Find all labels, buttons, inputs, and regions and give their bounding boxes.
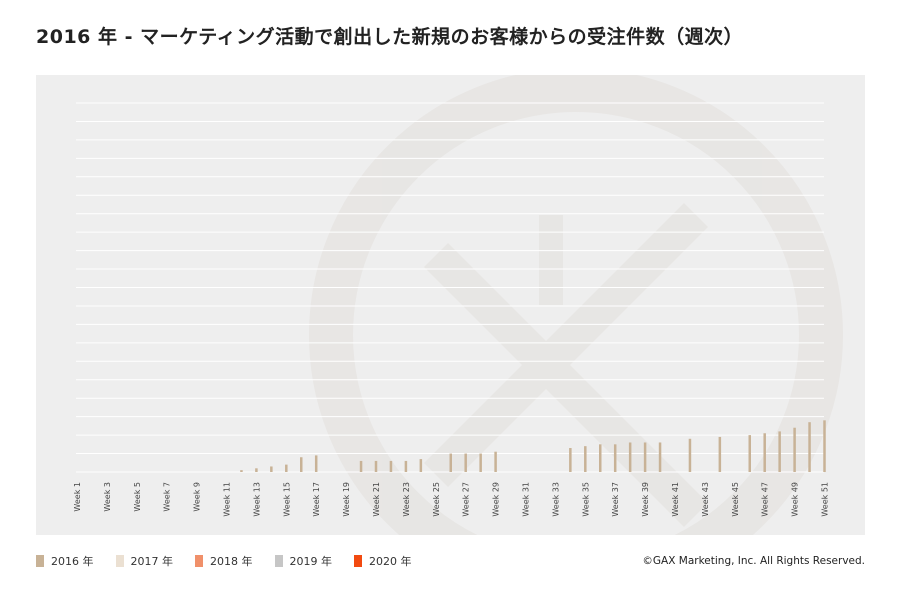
- bar-week-34[interactable]: [569, 448, 572, 472]
- bar-week-36[interactable]: [599, 444, 602, 472]
- legend-swatch-2019: [274, 555, 283, 567]
- x-tick-label: Week 43: [701, 482, 710, 517]
- chart-title: 2016 年 - マーケティング活動で創出した新規のお客様からの受注件数（週次）: [36, 26, 744, 48]
- bar-week-27[interactable]: [464, 453, 467, 472]
- series-2016-bars: [240, 420, 826, 472]
- bar-week-26[interactable]: [449, 453, 453, 472]
- plot-area: Week 1 Week 3 Week 5 Week 7 Week 9 Week 11 Wee…: [36, 75, 865, 535]
- legend-item-2017[interactable]: 2017 年: [115, 553, 174, 569]
- legend-item-2020[interactable]: 2020 年: [354, 553, 412, 569]
- bar-week-13[interactable]: [255, 468, 258, 472]
- bar-week-49[interactable]: [793, 427, 796, 472]
- watermark-logo: [309, 75, 843, 535]
- x-tick-label: Week 17: [312, 482, 321, 517]
- bar-week-51[interactable]: [823, 420, 826, 472]
- bar-week-20[interactable]: [359, 460, 363, 472]
- legend-swatch-2018: [195, 555, 203, 567]
- x-tick-label: Week 27: [462, 482, 471, 517]
- legend: 2016 年 2017 年 2018 年 2019 年 2020 年: [36, 553, 412, 569]
- bar-week-12[interactable]: [240, 470, 243, 472]
- bar-week-50[interactable]: [808, 422, 811, 472]
- x-tick-label: Week 15: [282, 482, 291, 517]
- bar-week-40[interactable]: [658, 442, 662, 472]
- x-axis-tick-labels: Week 1 Week 3 Week 5 Week 7 Week 9 Week 11 Wee…: [73, 482, 830, 517]
- bar-week-15[interactable]: [285, 464, 288, 472]
- x-tick-label: Week 9: [193, 482, 202, 512]
- bar-week-46[interactable]: [748, 435, 752, 472]
- x-tick-label: Week 45: [731, 482, 740, 517]
- legend-label-2020: 2020 年: [369, 555, 412, 568]
- x-tick-label: Week 7: [163, 482, 172, 512]
- x-tick-label: Week 3: [103, 482, 112, 512]
- x-tick-label: Week 13: [252, 482, 261, 517]
- bar-chart: Week 1 Week 3 Week 5 Week 7 Week 9 Week 11 Wee…: [73, 75, 843, 535]
- x-tick-label: Week 19: [342, 482, 351, 517]
- x-tick-label: Week 1: [73, 482, 82, 512]
- legend-item-2019[interactable]: 2019 年: [274, 553, 333, 569]
- bar-week-23[interactable]: [404, 460, 408, 472]
- x-tick-label: Week 11: [223, 482, 232, 517]
- bar-week-38[interactable]: [628, 442, 632, 472]
- bar-week-17[interactable]: [314, 455, 318, 472]
- x-tick-label: Week 25: [432, 482, 441, 517]
- x-tick-label: Week 37: [611, 482, 620, 517]
- legend-label-2016: 2016 年: [51, 555, 94, 568]
- bar-week-39[interactable]: [643, 442, 647, 472]
- legend-swatch-2016: [36, 555, 44, 567]
- legend-label-2017: 2017 年: [130, 555, 174, 568]
- x-tick-label: Week 49: [791, 482, 800, 517]
- x-tick-label: Week 39: [641, 482, 650, 517]
- x-tick-label: Week 31: [522, 482, 531, 517]
- bar-week-42[interactable]: [688, 438, 692, 472]
- x-tick-label: Week 47: [761, 482, 770, 517]
- bar-week-47[interactable]: [763, 433, 766, 472]
- legend-swatch-2017: [115, 555, 124, 567]
- bar-week-28[interactable]: [479, 453, 482, 472]
- bar-week-29[interactable]: [494, 451, 497, 472]
- x-tick-label: Week 23: [402, 482, 411, 517]
- x-tick-label: Week 33: [551, 482, 560, 517]
- x-tick-label: Week 5: [133, 482, 142, 512]
- bar-week-37[interactable]: [613, 444, 617, 472]
- bar-week-16[interactable]: [300, 457, 303, 472]
- bar-week-24[interactable]: [419, 459, 423, 472]
- bar-week-22[interactable]: [389, 460, 393, 472]
- legend-label-2019: 2019 年: [289, 555, 333, 568]
- x-tick-label: Week 21: [372, 482, 381, 517]
- x-tick-label: Week 51: [821, 482, 830, 517]
- x-tick-label: Week 41: [671, 482, 680, 517]
- legend-swatch-2020: [354, 555, 362, 567]
- x-tick-label: Week 29: [492, 482, 501, 517]
- copyright-notice: ©GAX Marketing, Inc. All Rights Reserved…: [642, 555, 865, 567]
- bar-week-21[interactable]: [374, 460, 378, 472]
- legend-label-2018: 2018 年: [210, 555, 253, 568]
- bar-week-48[interactable]: [778, 431, 781, 472]
- bar-week-44[interactable]: [718, 436, 722, 472]
- bar-week-35[interactable]: [584, 446, 587, 472]
- legend-item-2018[interactable]: 2018 年: [195, 553, 253, 569]
- x-tick-label: Week 35: [581, 482, 590, 517]
- gridlines: [76, 102, 824, 473]
- bar-week-14[interactable]: [270, 466, 273, 472]
- legend-item-2016[interactable]: 2016 年: [36, 553, 94, 569]
